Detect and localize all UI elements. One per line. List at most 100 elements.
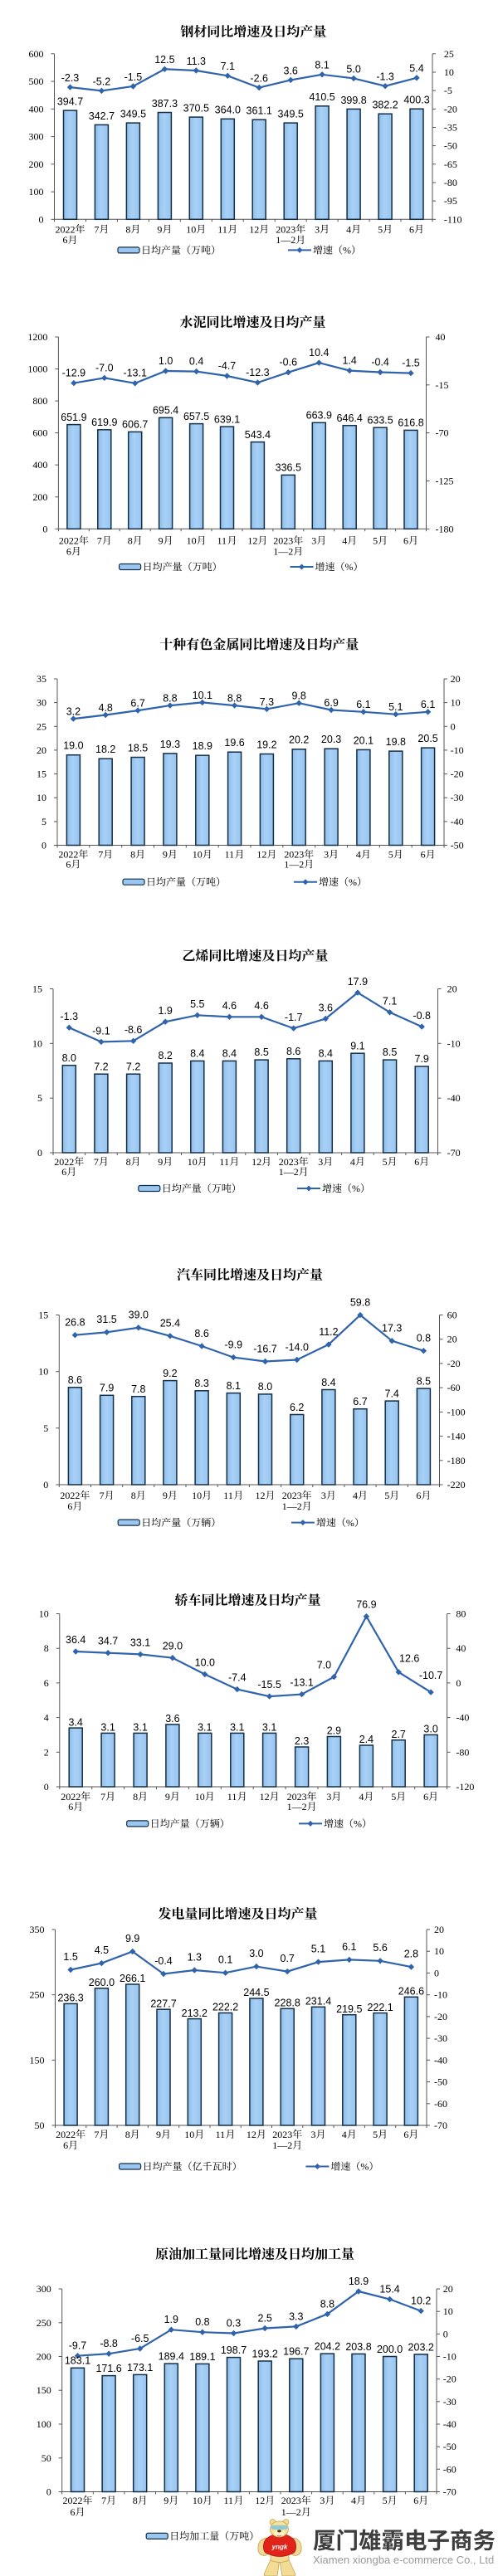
svg-text:-7.0: -7.0 — [95, 362, 114, 373]
svg-text:-9.7: -9.7 — [69, 2340, 87, 2352]
svg-text:227.7: 227.7 — [150, 1998, 176, 2009]
svg-text:-15: -15 — [436, 379, 449, 391]
svg-text:-80: -80 — [456, 1746, 469, 1758]
svg-text:0.4: 0.4 — [189, 356, 203, 368]
svg-text:2023: 2023 — [276, 223, 295, 235]
svg-text:260.0: 260.0 — [89, 1977, 115, 1988]
svg-text:7.3: 7.3 — [260, 696, 274, 708]
svg-text:5: 5 — [383, 1156, 388, 1168]
svg-text:15.4: 15.4 — [379, 2283, 399, 2295]
svg-text:5: 5 — [378, 223, 383, 235]
svg-text:-50: -50 — [434, 2076, 447, 2088]
svg-text:12: 12 — [247, 535, 257, 547]
svg-text:0: 0 — [443, 2328, 448, 2339]
svg-text:0: 0 — [39, 213, 44, 225]
svg-text:2022: 2022 — [58, 849, 78, 861]
svg-text:800: 800 — [32, 395, 47, 407]
svg-text:-9.1: -9.1 — [92, 1025, 110, 1037]
svg-text:639.1: 639.1 — [214, 413, 240, 425]
svg-text:5: 5 — [388, 849, 393, 861]
svg-text:6: 6 — [403, 535, 408, 547]
svg-text:2023: 2023 — [287, 1791, 307, 1803]
svg-text:222.2: 222.2 — [212, 2002, 238, 2013]
svg-text:-60: -60 — [434, 2098, 447, 2110]
svg-text:19.8: 19.8 — [386, 736, 406, 748]
svg-text:364.0: 364.0 — [215, 105, 241, 116]
svg-text:350: 350 — [30, 1924, 45, 1935]
svg-text:-80: -80 — [444, 177, 457, 188]
svg-text:19.3: 19.3 — [160, 739, 180, 750]
svg-text:9: 9 — [156, 2129, 161, 2140]
svg-text:6: 6 — [409, 223, 414, 235]
svg-text:204.2: 204.2 — [315, 2341, 340, 2353]
svg-text:6: 6 — [66, 859, 71, 871]
svg-text:5.0: 5.0 — [346, 63, 360, 75]
svg-text:%: % — [360, 2161, 369, 2173]
svg-text:5.4: 5.4 — [409, 63, 423, 75]
svg-text:606.7: 606.7 — [122, 419, 148, 431]
svg-text:10.0: 10.0 — [195, 1656, 215, 1668]
svg-text:-20: -20 — [443, 2374, 456, 2385]
svg-text:7.1: 7.1 — [221, 61, 235, 72]
svg-text:8.4: 8.4 — [321, 1377, 335, 1388]
svg-text:10: 10 — [434, 1945, 444, 1957]
svg-text:600: 600 — [29, 48, 44, 60]
svg-text:-30: -30 — [451, 792, 464, 803]
svg-text:6: 6 — [66, 545, 71, 557]
svg-text:35: 35 — [37, 673, 46, 685]
svg-text:11.3: 11.3 — [187, 56, 206, 67]
svg-text:651.9: 651.9 — [61, 412, 86, 423]
svg-text:200: 200 — [29, 159, 44, 170]
svg-text:203.2: 203.2 — [408, 2341, 434, 2353]
svg-text:12: 12 — [251, 1156, 261, 1168]
svg-text:9: 9 — [164, 2495, 168, 2506]
svg-text:616.8: 616.8 — [398, 417, 423, 429]
svg-text:244.5: 244.5 — [243, 1987, 269, 1998]
svg-text:10: 10 — [193, 849, 203, 861]
svg-text:-10: -10 — [443, 2351, 456, 2363]
svg-text:246.6: 246.6 — [398, 1986, 424, 1998]
svg-text:4.6: 4.6 — [222, 1000, 237, 1012]
svg-text:-120: -120 — [456, 1781, 474, 1793]
svg-text:2.3: 2.3 — [295, 1735, 309, 1747]
svg-text:6.2: 6.2 — [290, 1402, 304, 1413]
svg-text:-15.5: -15.5 — [257, 1679, 281, 1690]
svg-text:4: 4 — [353, 1490, 358, 1501]
svg-text:6: 6 — [63, 234, 68, 246]
svg-text:50: 50 — [42, 2452, 51, 2464]
svg-text:6: 6 — [63, 2139, 68, 2151]
svg-text:8.6: 8.6 — [194, 1328, 208, 1339]
svg-text:1.0: 1.0 — [159, 355, 173, 367]
svg-text:33.1: 33.1 — [130, 1637, 150, 1648]
svg-text:4: 4 — [342, 535, 347, 547]
svg-text:4: 4 — [359, 1791, 364, 1803]
svg-text:3: 3 — [326, 1791, 331, 1803]
svg-text:171.6: 171.6 — [95, 2363, 121, 2374]
svg-text:2023: 2023 — [281, 2495, 301, 2506]
svg-text:11: 11 — [216, 2129, 226, 2140]
svg-text:25: 25 — [37, 720, 46, 732]
svg-text:0: 0 — [434, 1967, 439, 1978]
svg-text:%: % — [349, 876, 357, 888]
svg-text:-40: -40 — [456, 1712, 469, 1724]
svg-text:-70: -70 — [447, 1147, 461, 1159]
svg-text:3.4: 3.4 — [69, 1716, 83, 1728]
svg-text:-20: -20 — [447, 1358, 461, 1369]
svg-text:5: 5 — [37, 1092, 42, 1104]
svg-text:-13.1: -13.1 — [290, 1677, 314, 1689]
svg-text:200: 200 — [32, 491, 47, 503]
svg-text:198.7: 198.7 — [221, 2344, 247, 2356]
svg-text:382.2: 382.2 — [372, 100, 398, 111]
svg-text:30: 30 — [37, 697, 46, 709]
svg-text:150: 150 — [37, 2384, 51, 2396]
svg-text:40: 40 — [436, 331, 446, 343]
svg-text:361.1: 361.1 — [247, 105, 272, 117]
svg-text:11.2: 11.2 — [319, 1326, 338, 1338]
svg-text:4: 4 — [342, 2129, 347, 2140]
svg-text:20: 20 — [447, 1334, 457, 1345]
svg-text:-1.3: -1.3 — [61, 1011, 79, 1022]
svg-text:2.5: 2.5 — [258, 2312, 272, 2324]
svg-text:7.8: 7.8 — [131, 1383, 145, 1395]
svg-text:6: 6 — [44, 1677, 49, 1689]
svg-text:8: 8 — [125, 223, 130, 235]
